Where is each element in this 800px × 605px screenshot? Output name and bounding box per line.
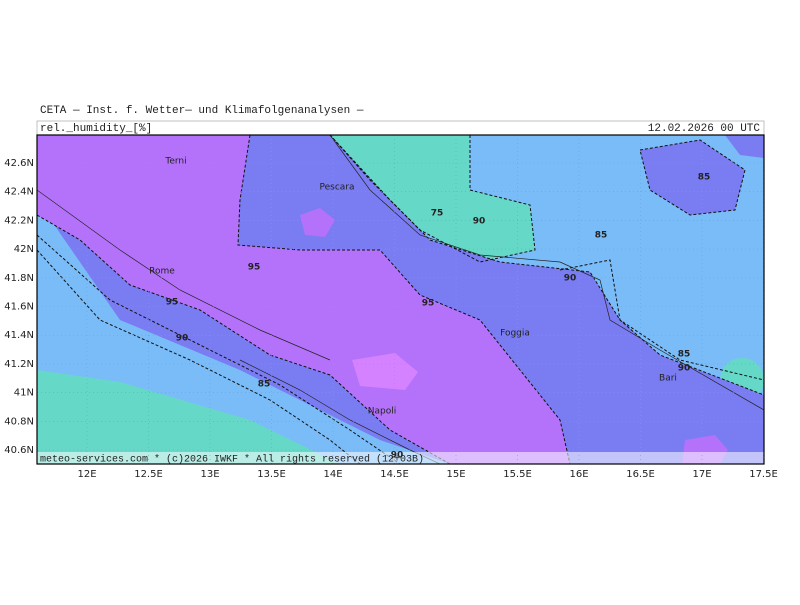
contour-label: 85 xyxy=(595,231,608,241)
footer: meteo-services.com * (c)2026 IWKF * All … xyxy=(40,454,424,466)
isoline xyxy=(37,234,401,464)
coastline xyxy=(329,135,764,411)
header-title: CETA — Inst. f. Wetter— und Klimafolgena… xyxy=(40,105,364,117)
city-label: Pescara xyxy=(319,183,354,193)
lat-label: 42N xyxy=(14,244,34,255)
contour-label: 85 xyxy=(698,173,711,183)
lon-label: 12E xyxy=(77,469,96,480)
lat-label: 41.2N xyxy=(4,359,34,370)
lon-label: 16.5E xyxy=(626,469,655,480)
isoline xyxy=(37,214,451,464)
contour-label: 95 xyxy=(166,298,179,308)
lon-label: 16E xyxy=(569,469,588,480)
city-label: Foggia xyxy=(500,329,530,339)
field-violet xyxy=(352,353,418,390)
lat-label: 42.4N xyxy=(4,187,34,198)
contour-label: 90 xyxy=(391,451,404,461)
isoline xyxy=(639,139,746,216)
field-teal xyxy=(37,370,340,464)
lon-label: 13.5E xyxy=(257,469,286,480)
field-blue-violet xyxy=(725,135,764,158)
lat-label: 41.6N xyxy=(4,302,34,313)
contour-label: 85 xyxy=(258,380,271,390)
lat-label: 41N xyxy=(14,388,34,399)
field-purple xyxy=(37,135,570,464)
isoline xyxy=(559,259,764,381)
field-name: rel._humidity_[%] xyxy=(40,123,152,135)
map-frame xyxy=(36,134,765,465)
contour-label: 90 xyxy=(564,274,577,284)
lon-label: 14E xyxy=(323,469,342,480)
lon-label: 13E xyxy=(200,469,219,480)
contour-label: 90 xyxy=(176,334,189,344)
map-field xyxy=(37,135,764,464)
contour-label: 75 xyxy=(431,209,444,219)
lon-label: 17E xyxy=(692,469,711,480)
city-label: Rome xyxy=(149,267,175,277)
contour-label: 95 xyxy=(248,263,261,273)
contour-label: 90 xyxy=(678,364,691,374)
lon-label: 12.5E xyxy=(134,469,163,480)
lon-label: 14.5E xyxy=(380,469,409,480)
isoline xyxy=(329,135,764,396)
city-label: Terni xyxy=(164,157,186,167)
lat-label: 41.8N xyxy=(4,273,34,284)
isoline xyxy=(37,249,361,464)
lat-label: 40.8N xyxy=(4,416,34,427)
lat-label: 42.6N xyxy=(4,158,34,169)
isoline xyxy=(329,135,536,263)
valid-time: 12.02.2026 00 UTC xyxy=(648,123,761,135)
lon-label: 17.5E xyxy=(749,469,778,480)
contour-label: 95 xyxy=(422,299,435,309)
lon-label: 15E xyxy=(446,469,465,480)
city-label: Napoli xyxy=(368,407,396,417)
field-teal xyxy=(330,135,535,262)
lat-label: 42.2N xyxy=(4,215,34,226)
field-purple xyxy=(300,208,335,237)
lat-label: 41.4N xyxy=(4,330,34,341)
lat-label: 40.6N xyxy=(4,445,34,456)
city-label: Bari xyxy=(659,374,677,384)
lon-label: 15.5E xyxy=(503,469,532,480)
contour-label: 85 xyxy=(678,350,691,360)
contour-label: 90 xyxy=(473,217,486,227)
coastline xyxy=(37,189,331,361)
field-blue-violet xyxy=(640,140,745,215)
footer-band xyxy=(37,452,764,464)
